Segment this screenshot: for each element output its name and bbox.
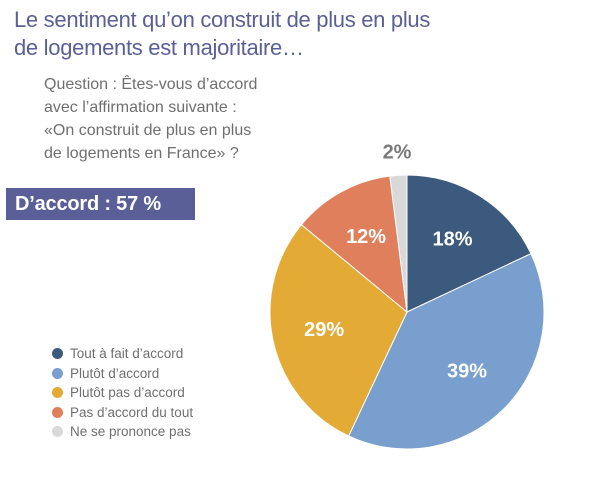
legend-item: Pas d’accord du tout — [52, 403, 193, 423]
slice-ne-se-prononce-pas — [389, 174, 408, 313]
slice-plutot-pas-d-accord — [269, 223, 408, 437]
legend-item: Ne se prononce pas — [52, 422, 193, 442]
legend-marker — [52, 426, 63, 438]
slice-label-tout-a-fait-d-accord: 18% — [432, 229, 472, 251]
legend-marker — [52, 348, 63, 360]
legend-label: Pas d’accord du tout — [70, 404, 194, 420]
chart-legend: Tout à fait d’accord Plutôt d’accord Plu… — [52, 344, 193, 442]
legend-item: Plutôt pas d’accord — [52, 383, 193, 403]
slice-label-pas-d-accord-du-tout: 12% — [346, 226, 386, 248]
legend-label: Plutôt pas d’accord — [70, 385, 185, 400]
slice-label-ne-se-prononce-pas: 2% — [383, 142, 412, 164]
chart-title-line-1: Le sentiment qu’on construit de plus en … — [14, 7, 431, 32]
slice-label-plutot-d-accord: 39% — [447, 360, 487, 382]
survey-question-line-1: Question : Êtes-vous d’accord — [44, 76, 258, 93]
slice-label-plutot-pas-d-accord: 29% — [304, 319, 344, 341]
legend-label: Plutôt d’accord — [70, 365, 160, 381]
slice-tout-a-fait-d-accord — [406, 174, 532, 313]
slice-plutot-d-accord — [348, 253, 545, 450]
legend-marker — [52, 367, 63, 379]
chart-title: Le sentiment qu’on construit de plus en … — [14, 6, 484, 62]
legend-label: Ne se prononce pas — [70, 424, 191, 439]
legend-marker — [52, 406, 63, 418]
survey-question: Question : Êtes-vous d’accord avec l’aff… — [44, 73, 344, 165]
survey-question-line-4: de logements en France» ? — [44, 145, 239, 162]
survey-question-line-3: «On construit de plus en plus — [44, 122, 252, 139]
legend-item: Plutôt d’accord — [52, 364, 193, 384]
legend-label: Tout à fait d’accord — [70, 346, 184, 361]
slice-pas-d-accord-du-tout — [300, 175, 408, 314]
legend-item: Tout à fait d’accord — [52, 344, 193, 364]
legend-marker — [52, 387, 63, 399]
survey-question-line-2: avec l’affirmation suivante : — [44, 99, 237, 116]
chart-title-line-2: de logements est majoritaire… — [14, 35, 304, 60]
agree-summary-badge: D’accord : 57 % — [6, 188, 195, 220]
